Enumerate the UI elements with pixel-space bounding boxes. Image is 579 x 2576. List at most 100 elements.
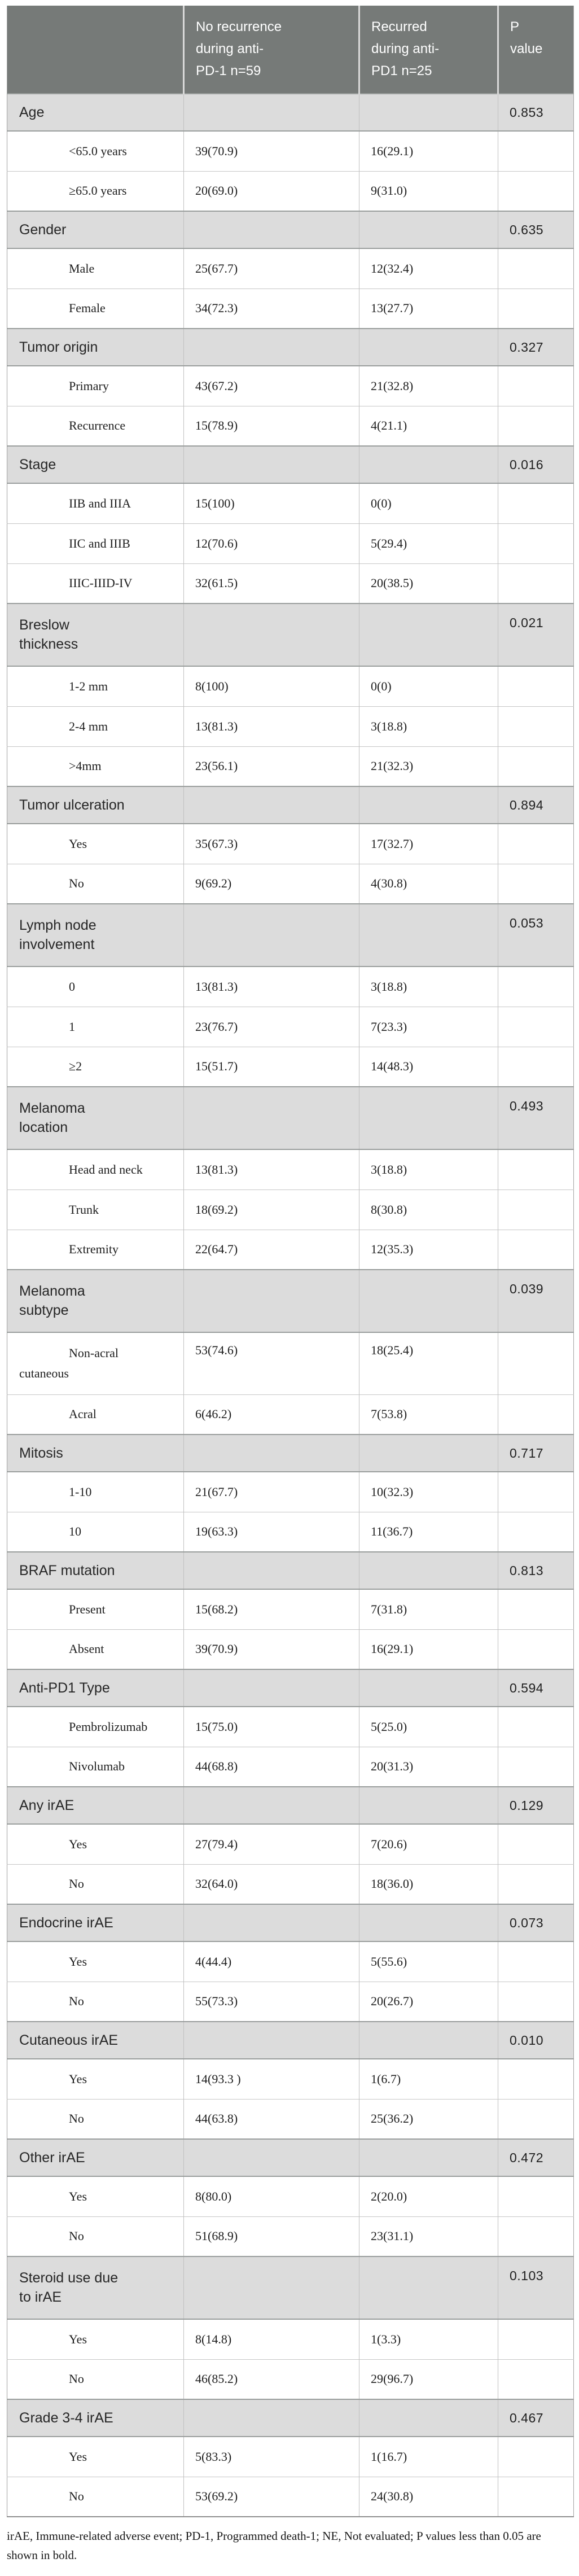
category-empty-cell bbox=[359, 1904, 498, 1942]
recurred-value: 20(26.7) bbox=[359, 1981, 498, 2022]
subcategory-label: No bbox=[7, 1864, 184, 1904]
no-recurrence-value: 51(68.9) bbox=[183, 2216, 359, 2256]
subcategory-label: No bbox=[7, 2098, 184, 2139]
category-label: Age bbox=[7, 93, 184, 132]
category-row: Stage 0.016 bbox=[7, 445, 574, 484]
category-row: Gender 0.635 bbox=[7, 211, 574, 249]
p-empty-cell bbox=[498, 483, 574, 523]
category-empty-cell bbox=[183, 2138, 359, 2177]
category-empty-cell bbox=[359, 93, 498, 132]
p-empty-cell bbox=[498, 2058, 574, 2099]
recurred-value: 23(31.1) bbox=[359, 2216, 498, 2256]
p-value: 0.021 bbox=[498, 603, 574, 667]
recurred-value: 0(0) bbox=[359, 666, 498, 706]
no-recurrence-value: 18(69.2) bbox=[183, 1189, 359, 1230]
no-recurrence-value: 15(100) bbox=[183, 483, 359, 523]
p-value: 0.327 bbox=[498, 328, 574, 366]
no-recurrence-value: 12(70.6) bbox=[183, 523, 359, 563]
subcategory-label: <65.0 years bbox=[7, 130, 184, 171]
recurred-value: 18(25.4) bbox=[359, 1332, 498, 1394]
p-empty-cell bbox=[498, 405, 574, 446]
category-row: Age 0.853 bbox=[7, 93, 574, 132]
category-empty-cell bbox=[183, 603, 359, 667]
no-recurrence-value: 8(100) bbox=[183, 666, 359, 706]
subcategory-label: 2-4 mm bbox=[7, 706, 184, 746]
subcategory-label: 1-2 mm bbox=[7, 666, 184, 706]
category-empty-cell bbox=[183, 328, 359, 366]
recurred-value: 9(31.0) bbox=[359, 170, 498, 211]
p-empty-cell bbox=[498, 2436, 574, 2477]
recurred-value: 7(53.8) bbox=[359, 1394, 498, 1434]
p-empty-cell bbox=[498, 2176, 574, 2216]
category-empty-cell bbox=[359, 786, 498, 824]
data-row: Yes 35(67.3) 17(32.7) bbox=[7, 823, 574, 864]
p-value: 0.813 bbox=[498, 1551, 574, 1590]
table-footnote: irAE, Immune-related adverse event; PD-1… bbox=[7, 2529, 541, 2562]
p-empty-cell bbox=[498, 2359, 574, 2399]
p-value: 0.717 bbox=[498, 1434, 574, 1472]
subcategory-label: 0 bbox=[7, 966, 184, 1007]
p-empty-cell bbox=[498, 288, 574, 329]
data-row: Trunk 18(69.2) 8(30.8) bbox=[7, 1189, 574, 1230]
category-empty-cell bbox=[359, 445, 498, 484]
category-empty-cell bbox=[359, 328, 498, 366]
category-row: Anti-PD1 Type 0.594 bbox=[7, 1669, 574, 1707]
data-row: IIC and IIIB 12(70.6) 5(29.4) bbox=[7, 523, 574, 563]
p-empty-cell bbox=[498, 1746, 574, 1787]
no-recurrence-value: 6(46.2) bbox=[183, 1394, 359, 1434]
no-recurrence-value: 55(73.3) bbox=[183, 1981, 359, 2022]
category-row: Grade 3-4 irAE 0.467 bbox=[7, 2399, 574, 2437]
no-recurrence-value: 39(70.9) bbox=[183, 130, 359, 171]
category-row: Steroid use due to irAE 0.103 bbox=[7, 2256, 574, 2320]
p-empty-cell bbox=[498, 130, 574, 171]
no-recurrence-value: 23(76.7) bbox=[183, 1006, 359, 1047]
subcategory-label: IIB and IIIA bbox=[7, 483, 184, 523]
no-recurrence-value: 53(69.2) bbox=[183, 2476, 359, 2517]
subcategory-label: Yes bbox=[7, 2176, 184, 2216]
subcategory-label: ≥65.0 years bbox=[7, 170, 184, 211]
recurred-value: 13(27.7) bbox=[359, 288, 498, 329]
category-label: Gender bbox=[7, 211, 184, 249]
category-empty-cell bbox=[183, 2399, 359, 2437]
p-empty-cell bbox=[498, 706, 574, 746]
category-row: Cutaneous irAE 0.010 bbox=[7, 2021, 574, 2059]
subcategory-label: Yes bbox=[7, 1941, 184, 1982]
subcategory-label: 1-10 bbox=[7, 1471, 184, 1512]
p-empty-cell bbox=[498, 248, 574, 288]
data-row: IIB and IIIA 15(100) 0(0) bbox=[7, 483, 574, 523]
data-row: >4mm 23(56.1) 21(32.3) bbox=[7, 746, 574, 786]
p-empty-cell bbox=[498, 1864, 574, 1904]
category-row: Endocrine irAE 0.073 bbox=[7, 1904, 574, 1942]
subcategory-label: IIIC-IIID-IV bbox=[7, 563, 184, 603]
category-empty-cell bbox=[183, 1086, 359, 1150]
subcategory-label: Pembrolizumab bbox=[7, 1706, 184, 1747]
p-value: 0.039 bbox=[498, 1269, 574, 1333]
recurred-value: 20(38.5) bbox=[359, 563, 498, 603]
subcategory-label: Yes bbox=[7, 2058, 184, 2099]
p-empty-cell bbox=[498, 563, 574, 603]
category-row: Mitosis 0.717 bbox=[7, 1434, 574, 1472]
recurred-value: 3(18.8) bbox=[359, 966, 498, 1007]
p-empty-cell bbox=[498, 1006, 574, 1047]
category-empty-cell bbox=[359, 1086, 498, 1150]
p-empty-cell bbox=[498, 1981, 574, 2022]
data-row: Yes 14(93.3 ) 1(6.7) bbox=[7, 2058, 574, 2099]
subcategory-label: No bbox=[7, 2216, 184, 2256]
no-recurrence-value: 8(80.0) bbox=[183, 2176, 359, 2216]
category-empty-cell bbox=[359, 1786, 498, 1825]
subcategory-label: Absent bbox=[7, 1629, 184, 1669]
subcategory-label: No bbox=[7, 1981, 184, 2022]
no-recurrence-value: 34(72.3) bbox=[183, 288, 359, 329]
subcategory-label: No bbox=[7, 863, 184, 904]
data-row: Recurrence 15(78.9) 4(21.1) bbox=[7, 405, 574, 446]
recurred-value: 18(36.0) bbox=[359, 1864, 498, 1904]
data-row: Absent 39(70.9) 16(29.1) bbox=[7, 1629, 574, 1669]
data-row: ≥65.0 years 20(69.0) 9(31.0) bbox=[7, 170, 574, 211]
no-recurrence-value: 20(69.0) bbox=[183, 170, 359, 211]
recurred-value: 7(31.8) bbox=[359, 1589, 498, 1629]
category-label: Lymph node involvement bbox=[7, 903, 184, 967]
data-row: Acral 6(46.2) 7(53.8) bbox=[7, 1394, 574, 1434]
p-empty-cell bbox=[498, 365, 574, 406]
recurred-value: 1(16.7) bbox=[359, 2436, 498, 2477]
data-row: Yes 8(14.8) 1(3.3) bbox=[7, 2319, 574, 2359]
